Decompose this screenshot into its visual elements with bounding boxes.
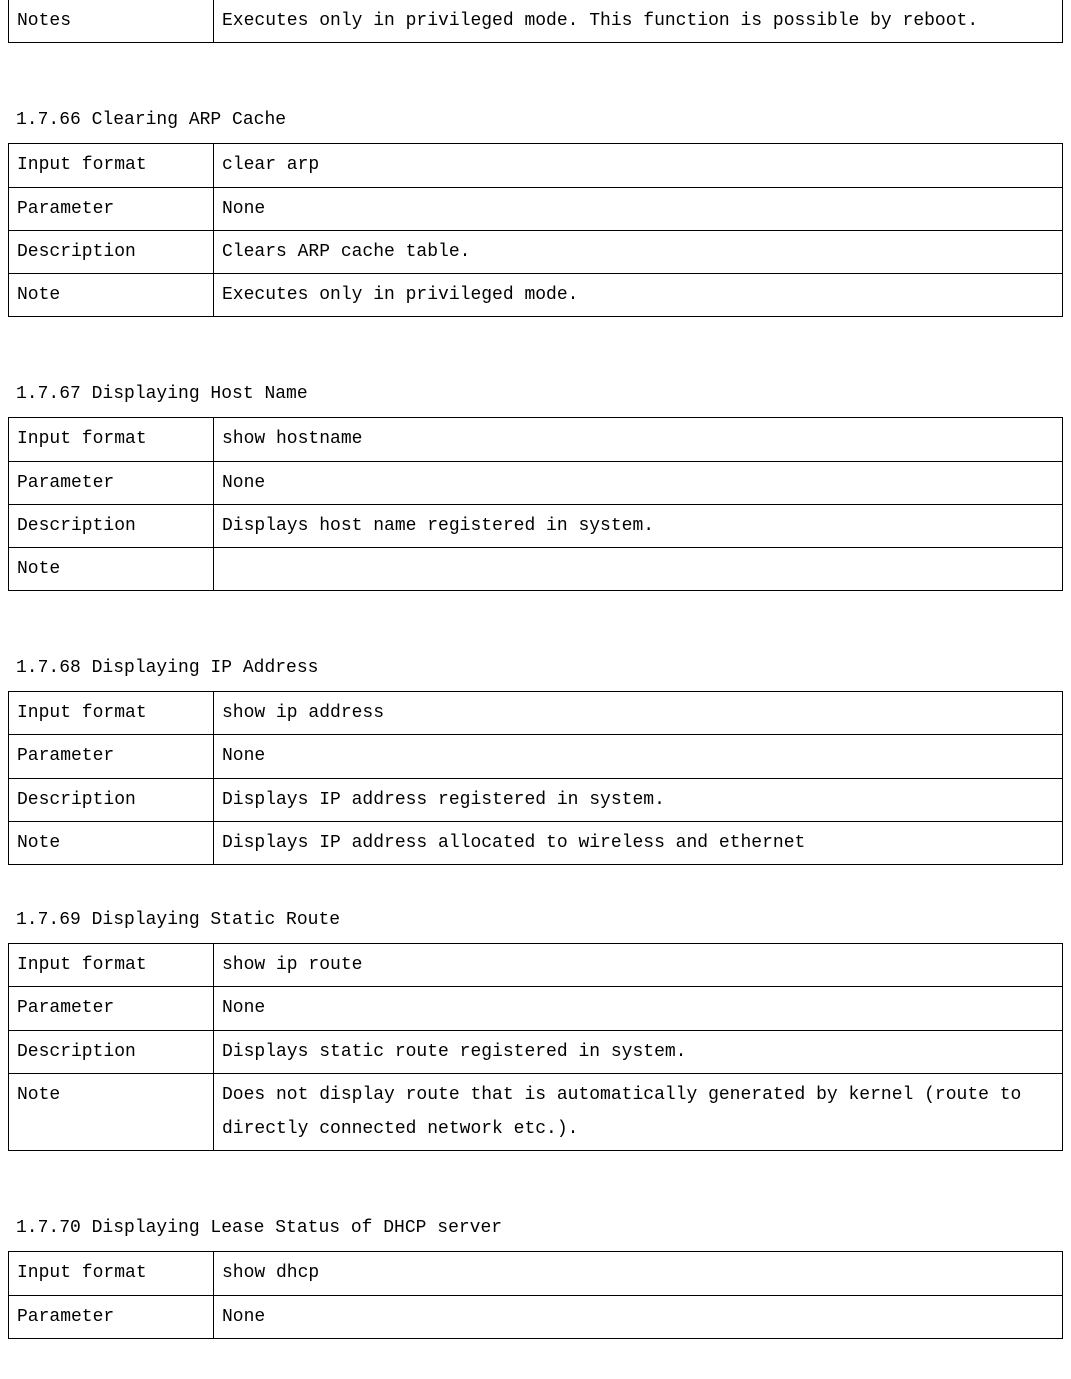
section-title-1-7-70: 1.7.70 Displaying Lease Status of DHCP s… [16,1211,1063,1245]
section-title-1-7-69: 1.7.69 Displaying Static Route [16,903,1063,937]
row-value-description: Displays IP address registered in system… [214,778,1063,821]
row-label-input-format: Input format [9,692,214,735]
row-label-input-format: Input format [9,944,214,987]
row-value-input-format: show ip address [214,692,1063,735]
table-row: Note Executes only in privileged mode. [9,273,1063,316]
table-row: Parameter None [9,187,1063,230]
row-value-note [214,547,1063,590]
row-label-parameter: Parameter [9,187,214,230]
page: Notes Executes only in privileged mode. … [0,0,1071,1379]
row-label-note: Note [9,1073,214,1150]
table-row: Input format show ip route [9,944,1063,987]
row-value-parameter: None [214,187,1063,230]
row-value-notes: Executes only in privileged mode. This f… [214,0,1063,43]
table-row: Note Does not display route that is auto… [9,1073,1063,1150]
table-row: Input format show dhcp [9,1252,1063,1295]
row-value-parameter: None [214,461,1063,504]
row-label-description: Description [9,230,214,273]
row-label-description: Description [9,778,214,821]
table-row: Description Displays static route regist… [9,1030,1063,1073]
row-value-note: Executes only in privileged mode. [214,273,1063,316]
section-table-1-7-70: Input format show dhcp Parameter None [8,1251,1063,1338]
row-label-note: Note [9,273,214,316]
table-row: Input format show ip address [9,692,1063,735]
table-row: Description Displays IP address register… [9,778,1063,821]
row-label-parameter: Parameter [9,461,214,504]
row-value-input-format: show ip route [214,944,1063,987]
table-row: Note [9,547,1063,590]
row-label-note: Note [9,821,214,864]
prev-section-fragment-table: Notes Executes only in privileged mode. … [8,0,1063,43]
row-label-description: Description [9,504,214,547]
row-value-note: Displays IP address allocated to wireles… [214,821,1063,864]
row-value-description: Clears ARP cache table. [214,230,1063,273]
row-value-input-format: show dhcp [214,1252,1063,1295]
table-row: Input format show hostname [9,418,1063,461]
row-label-input-format: Input format [9,1252,214,1295]
row-value-note: Does not display route that is automatic… [214,1073,1063,1150]
section-title-1-7-68: 1.7.68 Displaying IP Address [16,651,1063,685]
row-label-notes: Notes [9,0,214,43]
row-label-parameter: Parameter [9,735,214,778]
row-label-input-format: Input format [9,418,214,461]
table-row: Description Displays host name registere… [9,504,1063,547]
table-row: Parameter None [9,987,1063,1030]
section-table-1-7-67: Input format show hostname Parameter Non… [8,417,1063,591]
row-value-description: Displays static route registered in syst… [214,1030,1063,1073]
section-table-1-7-68: Input format show ip address Parameter N… [8,691,1063,865]
table-row: Parameter None [9,461,1063,504]
section-title-1-7-66: 1.7.66 Clearing ARP Cache [16,103,1063,137]
row-label-note: Note [9,547,214,590]
row-label-description: Description [9,1030,214,1073]
row-value-parameter: None [214,987,1063,1030]
table-row: Note Displays IP address allocated to wi… [9,821,1063,864]
row-label-parameter: Parameter [9,987,214,1030]
row-label-parameter: Parameter [9,1295,214,1338]
section-table-1-7-66: Input format clear arp Parameter None De… [8,143,1063,317]
row-value-input-format: show hostname [214,418,1063,461]
section-table-1-7-69: Input format show ip route Parameter Non… [8,943,1063,1151]
row-value-input-format: clear arp [214,144,1063,187]
section-title-1-7-67: 1.7.67 Displaying Host Name [16,377,1063,411]
row-value-parameter: None [214,735,1063,778]
table-row: Notes Executes only in privileged mode. … [9,0,1063,43]
row-value-description: Displays host name registered in system. [214,504,1063,547]
table-row: Input format clear arp [9,144,1063,187]
row-value-parameter: None [214,1295,1063,1338]
table-row: Parameter None [9,735,1063,778]
table-row: Parameter None [9,1295,1063,1338]
row-label-input-format: Input format [9,144,214,187]
table-row: Description Clears ARP cache table. [9,230,1063,273]
